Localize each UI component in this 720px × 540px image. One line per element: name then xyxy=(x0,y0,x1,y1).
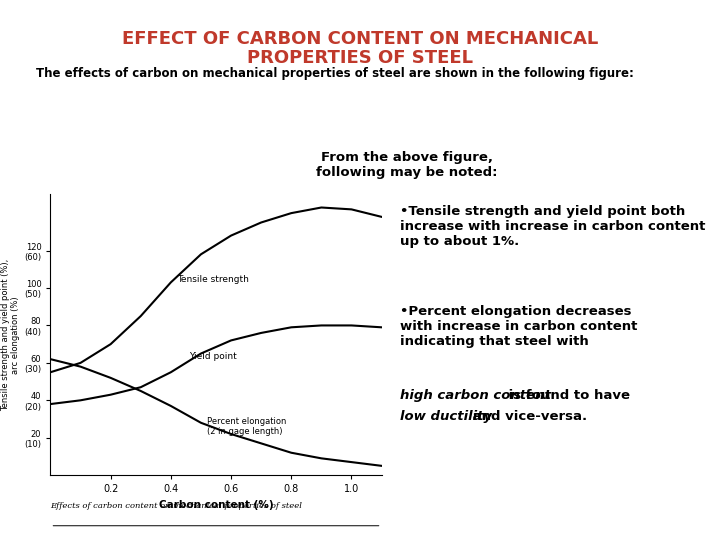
X-axis label: Carbon content (%): Carbon content (%) xyxy=(158,500,274,510)
Text: Percent elongation
(2 in gage length): Percent elongation (2 in gage length) xyxy=(207,417,287,436)
Text: From the above figure,
following may be noted:: From the above figure, following may be … xyxy=(316,151,498,179)
Text: Tensile strength: Tensile strength xyxy=(177,275,248,285)
Y-axis label: Tensile strength and yield point (%),
arc elongation (%): Tensile strength and yield point (%), ar… xyxy=(1,259,20,411)
Text: high carbon content: high carbon content xyxy=(400,389,551,402)
Text: The effects of carbon on mechanical properties of steel are shown in the followi: The effects of carbon on mechanical prop… xyxy=(36,68,634,80)
Text: •Percent elongation decreases
with increase in carbon content
indicating that st: •Percent elongation decreases with incre… xyxy=(400,305,637,348)
Text: Yield point: Yield point xyxy=(189,352,237,361)
Text: low ductility: low ductility xyxy=(400,410,492,423)
Text: is found to have: is found to have xyxy=(504,389,630,402)
Text: EFFECT OF CARBON CONTENT ON MECHANICAL: EFFECT OF CARBON CONTENT ON MECHANICAL xyxy=(122,30,598,48)
Text: •Tensile strength and yield point both increase with increase in carbon content : •Tensile strength and yield point both i… xyxy=(400,205,705,248)
Text: Effects of carbon content on mechanical properties of steel: Effects of carbon content on mechanical … xyxy=(50,502,302,510)
Text: PROPERTIES OF STEEL: PROPERTIES OF STEEL xyxy=(247,49,473,66)
Text: and vice-versa.: and vice-versa. xyxy=(468,410,587,423)
